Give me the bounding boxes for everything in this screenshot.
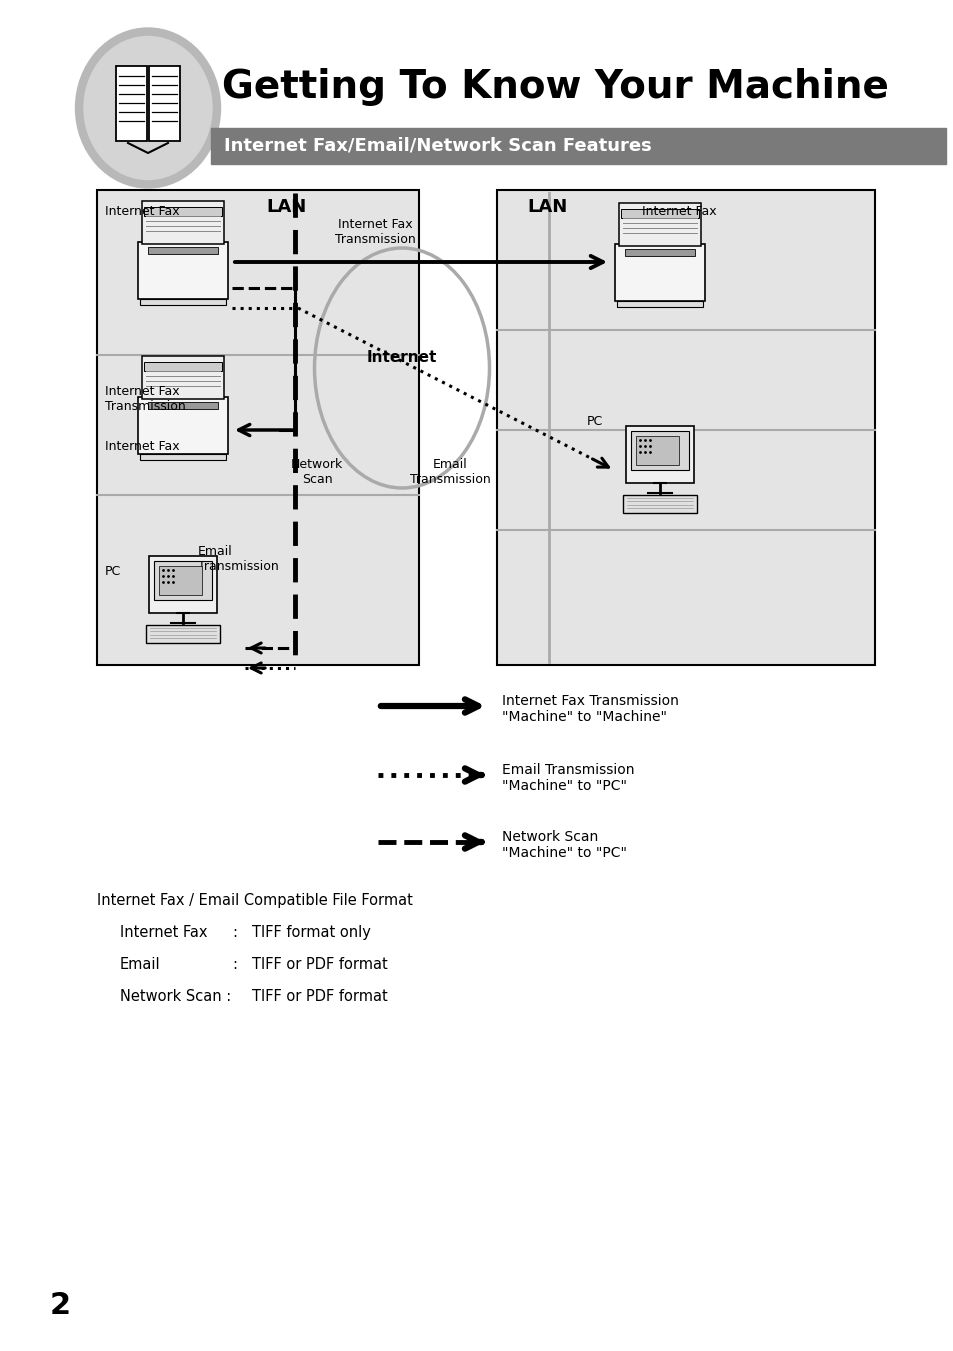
Text: 2: 2 bbox=[50, 1292, 71, 1320]
Ellipse shape bbox=[75, 28, 220, 188]
Bar bbox=[630, 431, 688, 470]
Bar bbox=[144, 207, 222, 216]
Bar bbox=[497, 190, 874, 665]
Text: Network Scan :: Network Scan : bbox=[120, 989, 231, 1004]
Bar bbox=[146, 624, 219, 643]
Text: Internet: Internet bbox=[366, 350, 436, 366]
Bar bbox=[622, 494, 696, 513]
Text: Internet Fax Transmission
"Machine" to "Machine": Internet Fax Transmission "Machine" to "… bbox=[501, 694, 679, 724]
Bar bbox=[153, 561, 212, 600]
Text: Internet Fax/Email/Network Scan Features: Internet Fax/Email/Network Scan Features bbox=[224, 136, 651, 155]
Bar bbox=[148, 403, 218, 409]
Bar bbox=[615, 243, 704, 300]
Text: :: : bbox=[232, 957, 236, 971]
Text: Network Scan
"Machine" to "PC": Network Scan "Machine" to "PC" bbox=[501, 830, 626, 861]
Text: Internet Fax: Internet Fax bbox=[105, 205, 179, 218]
Bar bbox=[617, 300, 702, 307]
Bar bbox=[148, 247, 218, 254]
Text: Internet Fax: Internet Fax bbox=[641, 205, 716, 218]
Bar bbox=[635, 436, 679, 465]
Bar bbox=[138, 396, 228, 454]
Text: PC: PC bbox=[105, 565, 121, 578]
Bar bbox=[625, 426, 694, 482]
Text: LAN: LAN bbox=[267, 199, 307, 216]
Text: Email
Transmission: Email Transmission bbox=[198, 544, 278, 573]
Bar bbox=[144, 362, 222, 370]
Text: Internet Fax: Internet Fax bbox=[120, 925, 208, 940]
Text: TIFF or PDF format: TIFF or PDF format bbox=[252, 957, 387, 971]
Bar bbox=[149, 555, 217, 613]
Bar bbox=[138, 242, 228, 299]
Text: PC: PC bbox=[586, 415, 602, 428]
Bar bbox=[142, 201, 224, 243]
Text: Email: Email bbox=[120, 957, 160, 971]
Text: Getting To Know Your Machine: Getting To Know Your Machine bbox=[222, 68, 888, 105]
Text: TIFF or PDF format: TIFF or PDF format bbox=[252, 989, 387, 1004]
Text: Internet Fax
Transmission: Internet Fax Transmission bbox=[105, 385, 186, 413]
Bar bbox=[618, 203, 700, 246]
Bar bbox=[624, 249, 695, 257]
Text: Email Transmission
"Machine" to "PC": Email Transmission "Machine" to "PC" bbox=[501, 763, 634, 793]
Text: LAN: LAN bbox=[527, 199, 568, 216]
Ellipse shape bbox=[84, 36, 212, 180]
Bar bbox=[149, 66, 180, 141]
Bar bbox=[211, 128, 945, 163]
Bar bbox=[140, 299, 226, 304]
Bar bbox=[97, 190, 418, 665]
Bar bbox=[620, 209, 699, 218]
Text: Internet Fax
Transmission: Internet Fax Transmission bbox=[335, 218, 415, 246]
Bar bbox=[158, 566, 202, 594]
Bar bbox=[142, 355, 224, 399]
Text: Network
Scan: Network Scan bbox=[291, 458, 343, 486]
Text: TIFF format only: TIFF format only bbox=[252, 925, 371, 940]
Text: :: : bbox=[232, 925, 236, 940]
Bar bbox=[140, 454, 226, 459]
Text: Internet Fax / Email Compatible File Format: Internet Fax / Email Compatible File For… bbox=[97, 893, 413, 908]
Text: Email
Transmission: Email Transmission bbox=[409, 458, 490, 486]
Bar bbox=[116, 66, 147, 141]
Text: Internet Fax: Internet Fax bbox=[105, 440, 179, 453]
